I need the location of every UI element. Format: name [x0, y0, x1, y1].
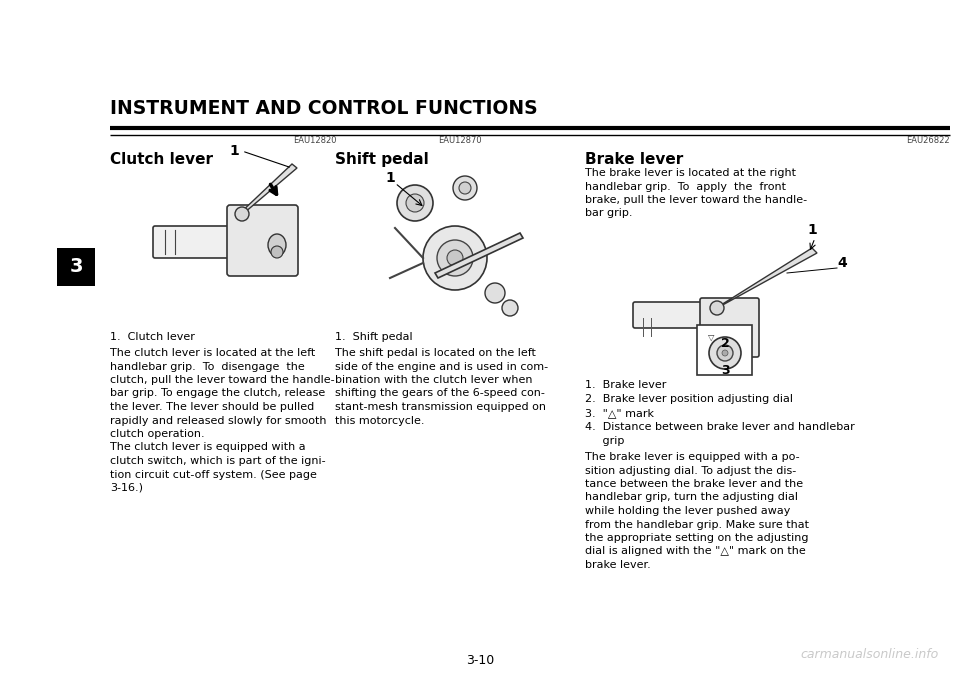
Text: 1: 1 [229, 144, 239, 158]
Polygon shape [237, 164, 297, 216]
Text: 2: 2 [721, 337, 730, 350]
Bar [697, 325, 752, 375]
Text: tion circuit cut-off system. (See page: tion circuit cut-off system. (See page [110, 469, 317, 479]
Text: grip: grip [585, 436, 624, 446]
Text: this motorcycle.: this motorcycle. [335, 416, 424, 426]
Text: Brake lever: Brake lever [585, 152, 684, 167]
Circle shape [453, 176, 477, 200]
Text: 3: 3 [721, 365, 730, 378]
Text: bar grip.: bar grip. [585, 209, 633, 218]
Text: clutch switch, which is part of the igni-: clutch switch, which is part of the igni… [110, 456, 325, 466]
FancyBboxPatch shape [227, 205, 298, 276]
FancyBboxPatch shape [57, 248, 95, 286]
Text: The clutch lever is equipped with a: The clutch lever is equipped with a [110, 443, 305, 452]
Circle shape [710, 301, 724, 315]
Text: the lever. The lever should be pulled: the lever. The lever should be pulled [110, 402, 314, 412]
Circle shape [717, 345, 733, 361]
Circle shape [709, 337, 741, 369]
Text: handlebar grip, turn the adjusting dial: handlebar grip, turn the adjusting dial [585, 492, 798, 502]
Text: brake lever.: brake lever. [585, 560, 651, 570]
Circle shape [271, 246, 283, 258]
Text: The brake lever is equipped with a po-: The brake lever is equipped with a po- [585, 452, 800, 462]
Text: while holding the lever pushed away: while holding the lever pushed away [585, 506, 790, 516]
Ellipse shape [268, 234, 286, 256]
Text: brake, pull the lever toward the handle-: brake, pull the lever toward the handle- [585, 195, 807, 205]
Text: handlebar grip.  To  apply  the  front: handlebar grip. To apply the front [585, 182, 786, 191]
Text: 2.  Brake lever position adjusting dial: 2. Brake lever position adjusting dial [585, 394, 793, 404]
Text: The brake lever is located at the right: The brake lever is located at the right [585, 168, 796, 178]
Text: EAU12820: EAU12820 [293, 136, 337, 145]
Text: stant-mesh transmission equipped on: stant-mesh transmission equipped on [335, 402, 546, 412]
Text: 4.  Distance between brake lever and handlebar: 4. Distance between brake lever and hand… [585, 422, 854, 432]
Text: 3-10: 3-10 [466, 654, 494, 666]
Circle shape [485, 283, 505, 303]
Text: sition adjusting dial. To adjust the dis-: sition adjusting dial. To adjust the dis… [585, 466, 796, 475]
Text: side of the engine and is used in com-: side of the engine and is used in com- [335, 361, 548, 372]
Circle shape [397, 185, 433, 221]
Text: The clutch lever is located at the left: The clutch lever is located at the left [110, 348, 315, 358]
Text: handlebar grip.  To  disengage  the: handlebar grip. To disengage the [110, 361, 304, 372]
Text: 1.  Shift pedal: 1. Shift pedal [335, 332, 413, 342]
Text: 1: 1 [385, 171, 395, 185]
Text: the appropriate setting on the adjusting: the appropriate setting on the adjusting [585, 533, 808, 543]
Polygon shape [435, 233, 523, 278]
Text: 1: 1 [807, 223, 817, 237]
Circle shape [447, 250, 463, 266]
Text: bination with the clutch lever when: bination with the clutch lever when [335, 375, 533, 385]
Text: from the handlebar grip. Make sure that: from the handlebar grip. Make sure that [585, 519, 809, 530]
Circle shape [722, 350, 728, 356]
FancyBboxPatch shape [153, 226, 237, 258]
Text: Shift pedal: Shift pedal [335, 152, 429, 167]
Text: carmanualsonline.info: carmanualsonline.info [801, 648, 939, 662]
Text: 3-16.): 3-16.) [110, 483, 143, 493]
Text: Clutch lever: Clutch lever [110, 152, 213, 167]
Text: dial is aligned with the "△" mark on the: dial is aligned with the "△" mark on the [585, 546, 805, 557]
Circle shape [235, 207, 249, 221]
Polygon shape [713, 248, 817, 310]
FancyBboxPatch shape [633, 302, 712, 328]
Text: The shift pedal is located on the left: The shift pedal is located on the left [335, 348, 536, 358]
FancyBboxPatch shape [700, 298, 759, 357]
Text: clutch operation.: clutch operation. [110, 429, 204, 439]
Text: EAU26822: EAU26822 [906, 136, 950, 145]
Text: 4: 4 [837, 256, 847, 270]
Circle shape [502, 300, 518, 316]
Text: 3.  "△" mark: 3. "△" mark [585, 408, 654, 418]
Text: rapidly and released slowly for smooth: rapidly and released slowly for smooth [110, 416, 326, 426]
Circle shape [459, 182, 471, 194]
Text: shifting the gears of the 6-speed con-: shifting the gears of the 6-speed con- [335, 388, 545, 399]
Text: tance between the brake lever and the: tance between the brake lever and the [585, 479, 804, 489]
Circle shape [423, 226, 487, 290]
Text: 1.  Brake lever: 1. Brake lever [585, 380, 666, 390]
Circle shape [406, 194, 424, 212]
Text: 3: 3 [69, 258, 83, 277]
Circle shape [437, 240, 473, 276]
Text: bar grip. To engage the clutch, release: bar grip. To engage the clutch, release [110, 388, 325, 399]
Text: EAU12870: EAU12870 [438, 136, 482, 145]
Text: ▽: ▽ [708, 332, 714, 342]
Text: 1.  Clutch lever: 1. Clutch lever [110, 332, 195, 342]
Text: clutch, pull the lever toward the handle-: clutch, pull the lever toward the handle… [110, 375, 335, 385]
Text: INSTRUMENT AND CONTROL FUNCTIONS: INSTRUMENT AND CONTROL FUNCTIONS [110, 99, 538, 118]
